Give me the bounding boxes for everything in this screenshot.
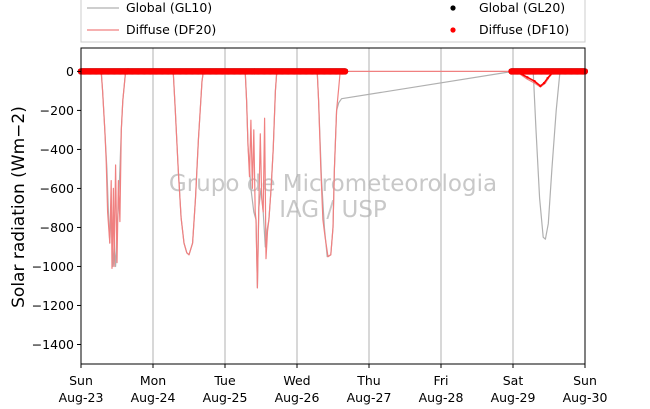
legend-box — [80, 0, 586, 43]
legend-label-global-gl20: Global (GL20) — [479, 0, 565, 15]
x-tick-day-6: Sat — [503, 373, 524, 388]
y-tick-label-2: −400 — [40, 142, 74, 157]
x-tick-date-6: Aug-29 — [491, 390, 536, 405]
y-tick-label-1: −200 — [40, 103, 74, 118]
watermark-line-1: Grupo de Micrometeorologia — [169, 171, 497, 197]
y-tick-label-6: −1200 — [32, 298, 74, 313]
x-axis: Sun Aug-23 Mon Aug-24 Tue Aug-25 Wed Aug-26 Thu A… — [59, 364, 608, 405]
x-tick-day-3: Wed — [283, 373, 310, 388]
x-tick-day-2: Tue — [213, 373, 236, 388]
x-tick-date-7: Aug-30 — [563, 390, 608, 405]
legend-swatch-global-gl20 — [450, 5, 456, 11]
y-axis-label: Solar radiation (Wm−2) — [9, 106, 29, 308]
series-diffuse-df20-line — [81, 70, 585, 289]
x-tick-date-1: Aug-24 — [131, 390, 176, 405]
series-diffuse-df10-dip-line — [511, 70, 557, 87]
y-tick-label-7: −1400 — [32, 337, 74, 352]
plot-area — [77, 68, 588, 289]
y-axis: 0 −200 −400 −600 −800 −1000 −1200 −1400 — [32, 64, 81, 352]
y-tick-label-5: −1000 — [32, 259, 74, 274]
axes-frame — [80, 47, 586, 365]
x-tick-day-4: Thu — [356, 373, 380, 388]
legend-label-diffuse-df10: Diffuse (DF10) — [479, 22, 569, 37]
legend-label-diffuse-df20: Diffuse (DF20) — [126, 22, 216, 37]
x-tick-day-5: Fri — [434, 373, 449, 388]
x-tick-date-0: Aug-23 — [59, 390, 104, 405]
grid-lines — [152, 48, 514, 364]
legend: Global (GL10) Diffuse (DF20) Global (GL2… — [80, 0, 586, 43]
y-tick-label-3: −600 — [40, 181, 74, 196]
series-diffuse-df10-point — [341, 68, 349, 75]
x-tick-date-2: Aug-25 — [203, 390, 248, 405]
x-tick-day-7: Sun — [573, 373, 597, 388]
legend-label-global-gl10: Global (GL10) — [126, 0, 212, 15]
y-tick-label-0: 0 — [66, 64, 74, 79]
x-tick-date-5: Aug-28 — [419, 390, 464, 405]
legend-swatch-diffuse-df10 — [450, 27, 456, 33]
x-tick-date-4: Aug-27 — [347, 390, 392, 405]
x-tick-date-3: Aug-26 — [275, 390, 320, 405]
x-tick-day-1: Mon — [140, 373, 166, 388]
y-tick-label-4: −800 — [40, 220, 74, 235]
x-tick-day-0: Sun — [69, 373, 93, 388]
